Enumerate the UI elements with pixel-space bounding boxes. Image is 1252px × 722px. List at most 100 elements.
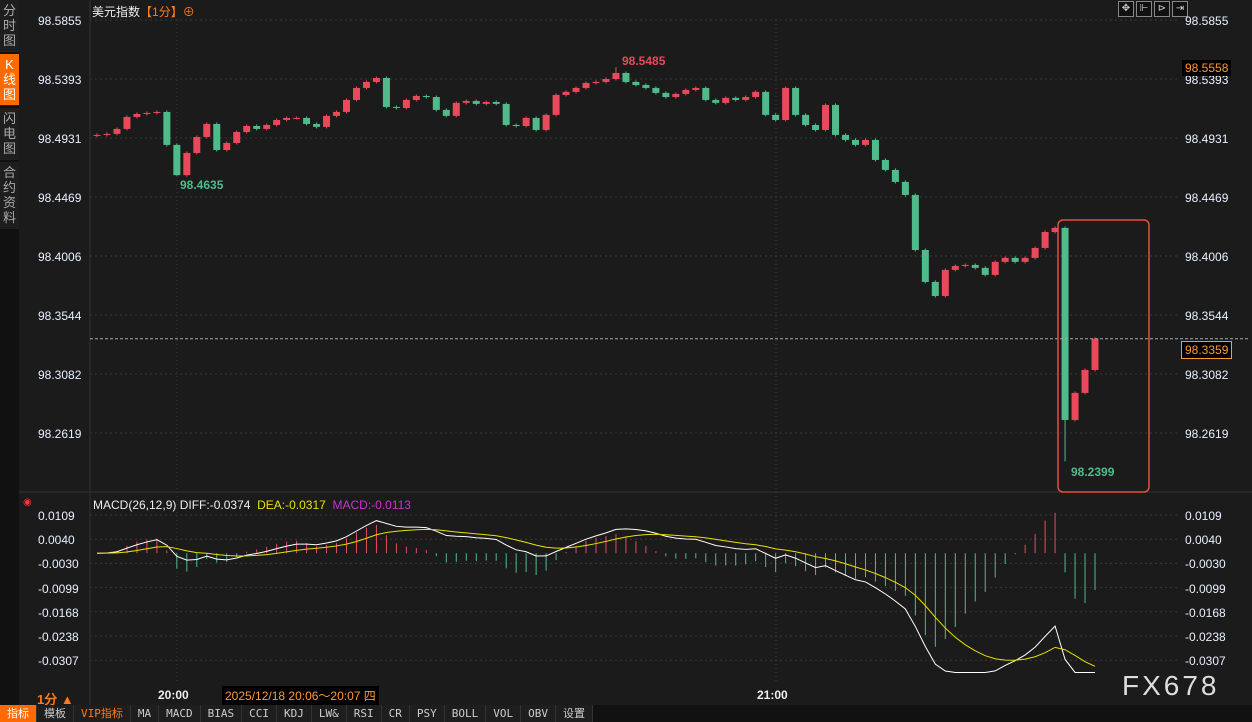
candle-body [552, 94, 560, 115]
tab-1[interactable]: 模板 [37, 705, 74, 722]
chart-toolbar: ✥ ⊩ ⊳ ⇥ [1118, 1, 1188, 17]
candle-body [173, 144, 181, 176]
candle-body [732, 97, 740, 100]
candle-body [612, 72, 620, 79]
tab-6[interactable]: CCI [242, 705, 277, 722]
candle-body [402, 99, 410, 108]
sidebar-item-contract-info[interactable]: 合约资料 [0, 162, 19, 229]
chart-canvas[interactable]: 98.4635 98.5485 98.2399 [0, 0, 1252, 705]
tab-15[interactable]: 设置 [556, 705, 593, 722]
candle-body [572, 87, 580, 92]
candle-body [1081, 369, 1089, 393]
sidebar-item-timeshare[interactable]: 分时图 [0, 0, 19, 52]
left-macd-tick: -0.0307 [38, 654, 79, 669]
tab-11[interactable]: PSY [409, 705, 445, 722]
candle-body [1041, 231, 1049, 248]
candle-body [672, 93, 680, 98]
zoom-out-axis-icon[interactable]: ⊳ [1154, 1, 1170, 17]
right-macd-tick: -0.0168 [1185, 605, 1226, 620]
tab-9[interactable]: RSI [346, 705, 382, 722]
right-macd-tick: 0.0109 [1185, 509, 1222, 523]
candle-body [622, 72, 630, 82]
candle-body [163, 111, 171, 145]
candle-body [462, 100, 470, 103]
candle-body [812, 124, 820, 130]
candle-body [822, 104, 830, 130]
tab-13[interactable]: VOL [486, 705, 522, 722]
candle-body [103, 133, 111, 135]
candle-body [961, 264, 969, 266]
candle-body [352, 87, 360, 100]
candle-body [762, 91, 770, 115]
sidebar-item-flash[interactable]: 闪电图 [0, 108, 19, 160]
crosshair-circle-icon[interactable]: ⊕ [182, 5, 195, 19]
tab-5[interactable]: BIAS [200, 705, 243, 722]
candle-body [1021, 257, 1029, 262]
scroll-right-icon[interactable]: ⇥ [1172, 1, 1188, 17]
move-icon[interactable]: ✥ [1118, 1, 1134, 17]
tab-3[interactable]: MA [130, 705, 160, 722]
candle-body [1071, 392, 1079, 420]
tab-12[interactable]: BOLL [444, 705, 487, 722]
candle-body [482, 101, 490, 104]
right-price-tick: 98.2619 [1185, 427, 1229, 441]
candle-body [602, 79, 610, 82]
timeframe-selector[interactable]: 1分 ▲ [37, 692, 74, 707]
candle-body [931, 281, 939, 296]
right-price-tick: 98.4469 [1185, 191, 1229, 205]
candle-body [472, 100, 480, 104]
sidebar-item-kline[interactable]: K线图 [0, 54, 19, 106]
candle-body [1031, 247, 1039, 258]
candle-body [133, 113, 141, 117]
candle-body [682, 89, 690, 94]
candle-body [742, 97, 750, 100]
tab-2[interactable]: VIP指标 [74, 705, 131, 722]
candle-body [442, 109, 450, 116]
tab-8[interactable]: LW& [311, 705, 347, 722]
macd-header: MACD(26,12,9) DIFF:-0.0374 DEA:-0.0317 M… [93, 498, 411, 512]
time-tick: 20:00 [158, 688, 189, 702]
tab-0[interactable]: 指标 [0, 705, 37, 722]
chart-title: 美元指数【1分】⊕ [92, 3, 195, 20]
candle-body [323, 115, 331, 127]
indicator-tab-bar: 指标 模板 VIP指标 MA MACD BIAS CCI KDJ LW& RSI CR PSY BOLL… [0, 705, 1252, 722]
candle-body [233, 131, 241, 143]
right-macd-tick: 0.0040 [1185, 533, 1222, 548]
tab-14[interactable]: OBV [521, 705, 556, 722]
candle-body [372, 77, 380, 82]
tab-4[interactable]: MACD [159, 705, 201, 722]
left-price-tick: 98.2619 [38, 427, 82, 441]
right-price-tick: 98.5855 [1185, 14, 1229, 28]
candle-body [1091, 338, 1099, 370]
candle-body [722, 97, 730, 103]
candle-body [123, 116, 131, 129]
candle-body [283, 117, 291, 120]
crosshair-date-label: 2025/12/18 20:06～20:07 四 [222, 686, 379, 705]
timeframe-label: 【1分】 [140, 5, 183, 19]
candle-body [842, 134, 849, 140]
tab-10[interactable]: CR [381, 705, 410, 722]
symbol-name: 美元指数 [92, 5, 141, 19]
left-price-tick: 98.3544 [38, 309, 82, 323]
candle-body [502, 103, 510, 125]
candle-body [702, 87, 710, 100]
tab-7[interactable]: KDJ [277, 705, 312, 722]
candle-body [243, 125, 251, 132]
candle-body [1011, 257, 1019, 262]
left-macd-tick: 0.0109 [38, 509, 75, 523]
candle-body [832, 104, 840, 135]
crosshair-price-label: 98.5558 [1182, 60, 1232, 76]
candle-body [362, 81, 370, 88]
right-macd-tick: -0.0307 [1185, 654, 1226, 669]
candle-body [652, 87, 660, 93]
macd-hist-value: MACD:-0.0113 [332, 498, 411, 512]
candle-body [392, 106, 400, 108]
candle-body [382, 77, 390, 107]
candle-body [542, 114, 550, 130]
zoom-in-axis-icon[interactable]: ⊩ [1136, 1, 1152, 17]
candle-body [712, 99, 720, 103]
right-macd-tick: -0.0099 [1185, 581, 1226, 596]
indicator-settings-icon[interactable]: ◉ [23, 497, 32, 508]
left-price-tick: 98.4931 [38, 132, 82, 146]
candle-body [293, 117, 301, 119]
